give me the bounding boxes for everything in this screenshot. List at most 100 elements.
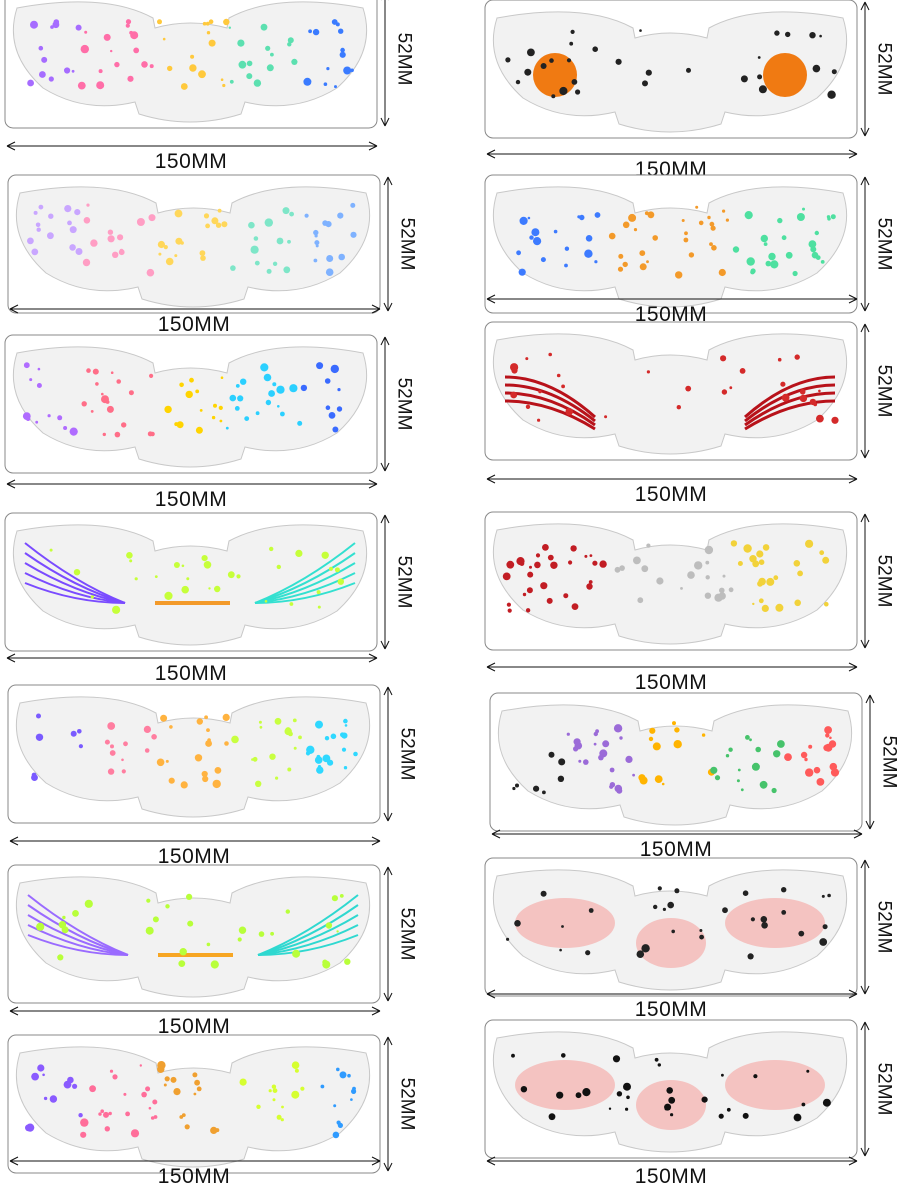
decoration-dot	[80, 1131, 87, 1138]
decoration-dot	[253, 236, 259, 241]
decoration-dot	[725, 754, 730, 758]
decoration-dot	[525, 608, 531, 613]
decoration-dot	[770, 260, 779, 269]
decoration-dot	[107, 229, 114, 235]
decoration-dot	[336, 406, 343, 412]
decoration-dot	[300, 384, 308, 392]
blush-mark	[725, 1060, 825, 1110]
decoration-dot	[664, 1103, 672, 1111]
decoration-dot	[291, 58, 298, 65]
decoration-dot	[264, 600, 268, 603]
decoration-dot	[39, 71, 46, 78]
decoration-dot	[547, 554, 554, 561]
decoration-dot	[330, 733, 337, 740]
decoration-dot	[657, 886, 662, 891]
decoration-dot	[794, 599, 801, 607]
decoration-dot	[47, 232, 54, 240]
decoration-dot	[74, 209, 81, 216]
decoration-dot	[750, 269, 755, 275]
decoration-dot	[291, 1090, 300, 1099]
width-label: 150MM	[157, 313, 231, 336]
decoration-dot	[350, 68, 354, 73]
decoration-dot	[540, 582, 548, 590]
decoration-dot	[718, 592, 726, 600]
decoration-dot	[112, 251, 119, 258]
decoration-dot	[813, 402, 818, 407]
decoration-dot	[117, 234, 124, 241]
decoration-dot	[86, 368, 91, 373]
decoration-dot	[196, 718, 203, 725]
decoration-dot	[173, 1088, 181, 1096]
decoration-dot	[514, 920, 521, 927]
decoration-dot	[63, 426, 68, 430]
decoration-dot	[317, 605, 321, 609]
decoration-dot	[306, 745, 315, 754]
decoration-dot	[579, 214, 585, 221]
decoration-dot	[83, 217, 91, 224]
decoration-dot	[145, 926, 154, 935]
decoration-dot	[705, 575, 710, 580]
decoration-dot	[48, 76, 54, 82]
decoration-dot	[107, 235, 115, 243]
height-label: 52MM	[393, 32, 415, 86]
decoration-dot	[608, 232, 616, 240]
decoration-dot	[652, 235, 658, 241]
decoration-dot	[737, 768, 741, 772]
decoration-dot	[638, 774, 646, 782]
decoration-dot	[268, 1089, 272, 1093]
decoration-dot	[275, 776, 279, 780]
decoration-dot	[698, 220, 704, 226]
decoration-dot	[531, 228, 540, 237]
decoration-dot	[163, 245, 168, 250]
decoration-dot	[720, 355, 727, 362]
decoration-dot	[331, 895, 338, 902]
decoration-dot	[674, 727, 680, 733]
decoration-dot	[617, 266, 624, 272]
decoration-dot	[510, 391, 518, 399]
decoration-dot	[749, 555, 757, 563]
decoration-dot	[722, 907, 728, 914]
decoration-dot	[238, 926, 247, 934]
decoration-dot	[237, 937, 242, 942]
decoration-dot	[524, 68, 532, 76]
decoration-dot	[287, 42, 292, 47]
decoration-dot	[269, 546, 274, 552]
decoration-dot	[208, 39, 216, 47]
decoration-dot	[800, 751, 808, 759]
decoration-dot	[639, 263, 647, 271]
decoration-dot	[146, 268, 155, 277]
decoration-dot	[110, 744, 114, 749]
decoration-dot	[538, 389, 542, 394]
height-label: 52MM	[878, 735, 900, 789]
decoration-dot	[272, 261, 278, 266]
decoration-dot	[656, 577, 664, 585]
decoration-dot	[674, 888, 680, 894]
web-strand	[27, 904, 129, 956]
decoration-dot	[145, 1086, 151, 1092]
decoration-dot	[218, 405, 223, 410]
decoration-dot	[156, 758, 165, 767]
decoration-dot	[559, 86, 568, 96]
height-dimension-line	[860, 1, 870, 137]
decoration-dot	[540, 63, 547, 69]
decoration-dot	[316, 766, 324, 774]
decoration-dot	[80, 44, 90, 54]
decoration-dot	[709, 242, 713, 246]
decoration-dot	[125, 23, 130, 28]
decoration-dot	[189, 64, 197, 72]
decoration-dot	[265, 399, 272, 406]
decoration-dot	[755, 746, 761, 753]
decoration-dot	[535, 553, 541, 558]
decoration-dot	[103, 1111, 109, 1118]
decoration-dot	[237, 395, 244, 402]
decoration-dot	[22, 412, 31, 420]
decoration-dot	[336, 1067, 340, 1072]
decoration-dot	[760, 916, 768, 923]
decoration-dot	[90, 239, 98, 247]
decoration-dot	[745, 735, 750, 740]
height-dimension-line	[860, 1021, 870, 1157]
decoration-dot	[100, 1109, 104, 1113]
sticker-graphic	[7, 864, 393, 1016]
decoration-dot	[722, 574, 726, 578]
decoration-dot	[123, 741, 128, 747]
